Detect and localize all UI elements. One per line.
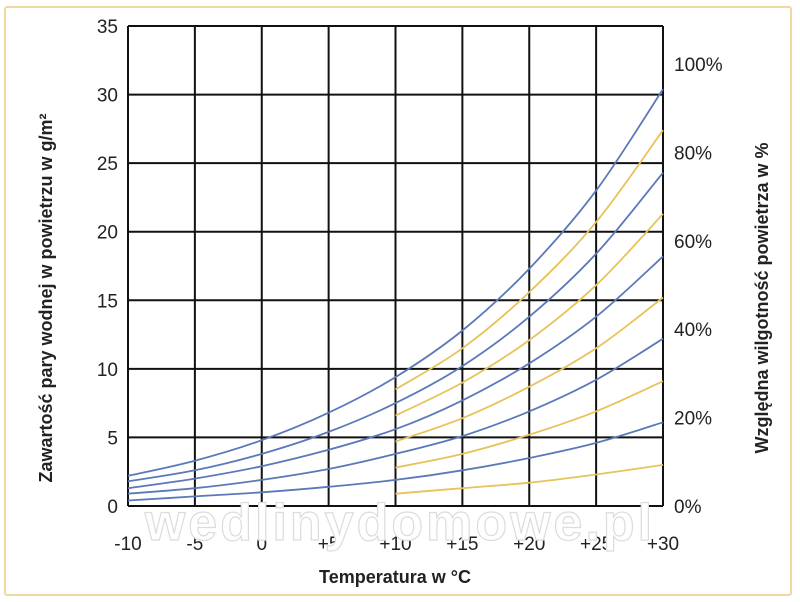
- y-tick-label-7: 35: [97, 17, 118, 38]
- y2-tick-label-4: 80%: [674, 143, 712, 164]
- y-tick-label-2: 10: [97, 360, 118, 381]
- y2-axis-title: Względna wilgotność powietrza w %: [752, 142, 772, 453]
- x-tick-label-3: +5: [318, 534, 340, 555]
- ticks: 0 5 10 15 20 25 30 35 -10 -5 0 +5 +10 +15 +20 +25 +30 0% 2…: [97, 17, 723, 555]
- y2-tick-label-2: 40%: [674, 320, 712, 341]
- series-line-rh-20: [127, 421, 664, 502]
- y-axis-title: Zawartość pary wodnej w powietrzu w g/m²: [36, 113, 56, 482]
- y-tick-label-3: 15: [97, 291, 118, 312]
- x-axis-title: Temperatura w °C: [319, 567, 471, 587]
- y2-tick-label-1: 20%: [674, 409, 712, 430]
- series-line-rh-90: [395, 129, 664, 391]
- x-tick-label-1: -5: [186, 534, 203, 555]
- series-line-rh-40: [127, 337, 664, 495]
- x-tick-label-8: +30: [647, 534, 679, 555]
- y-tick-label-0: 0: [107, 497, 118, 518]
- y2-tick-label-3: 60%: [674, 232, 712, 253]
- x-tick-label-6: +20: [513, 534, 545, 555]
- series-line-rh-60: [127, 255, 664, 490]
- x-tick-label-4: +10: [379, 534, 411, 555]
- series-line-rh-30: [395, 380, 664, 469]
- series-line-rh-80: [127, 172, 664, 483]
- x-tick-label-7: +25: [580, 534, 612, 555]
- grid: [127, 25, 664, 507]
- y2-tick-label-5: 100%: [674, 55, 723, 76]
- y-tick-label-5: 25: [97, 154, 118, 175]
- x-tick-label-0: -10: [114, 534, 141, 555]
- x-tick-label-2: 0: [256, 534, 267, 555]
- y-tick-label-4: 20: [97, 223, 118, 244]
- x-tick-label-5: +15: [446, 534, 478, 555]
- series-line-rh-70: [395, 213, 664, 417]
- series-group: [127, 88, 664, 502]
- series-line-rh-10: [395, 464, 664, 495]
- series-line-rh-100: [127, 88, 664, 477]
- y2-tick-label-0: 0%: [674, 497, 702, 518]
- watermark: wedlinydomowe.pl: [144, 494, 655, 552]
- y-tick-label-6: 30: [97, 86, 118, 107]
- y-tick-label-1: 5: [107, 428, 118, 449]
- series-line-rh-50: [395, 296, 664, 443]
